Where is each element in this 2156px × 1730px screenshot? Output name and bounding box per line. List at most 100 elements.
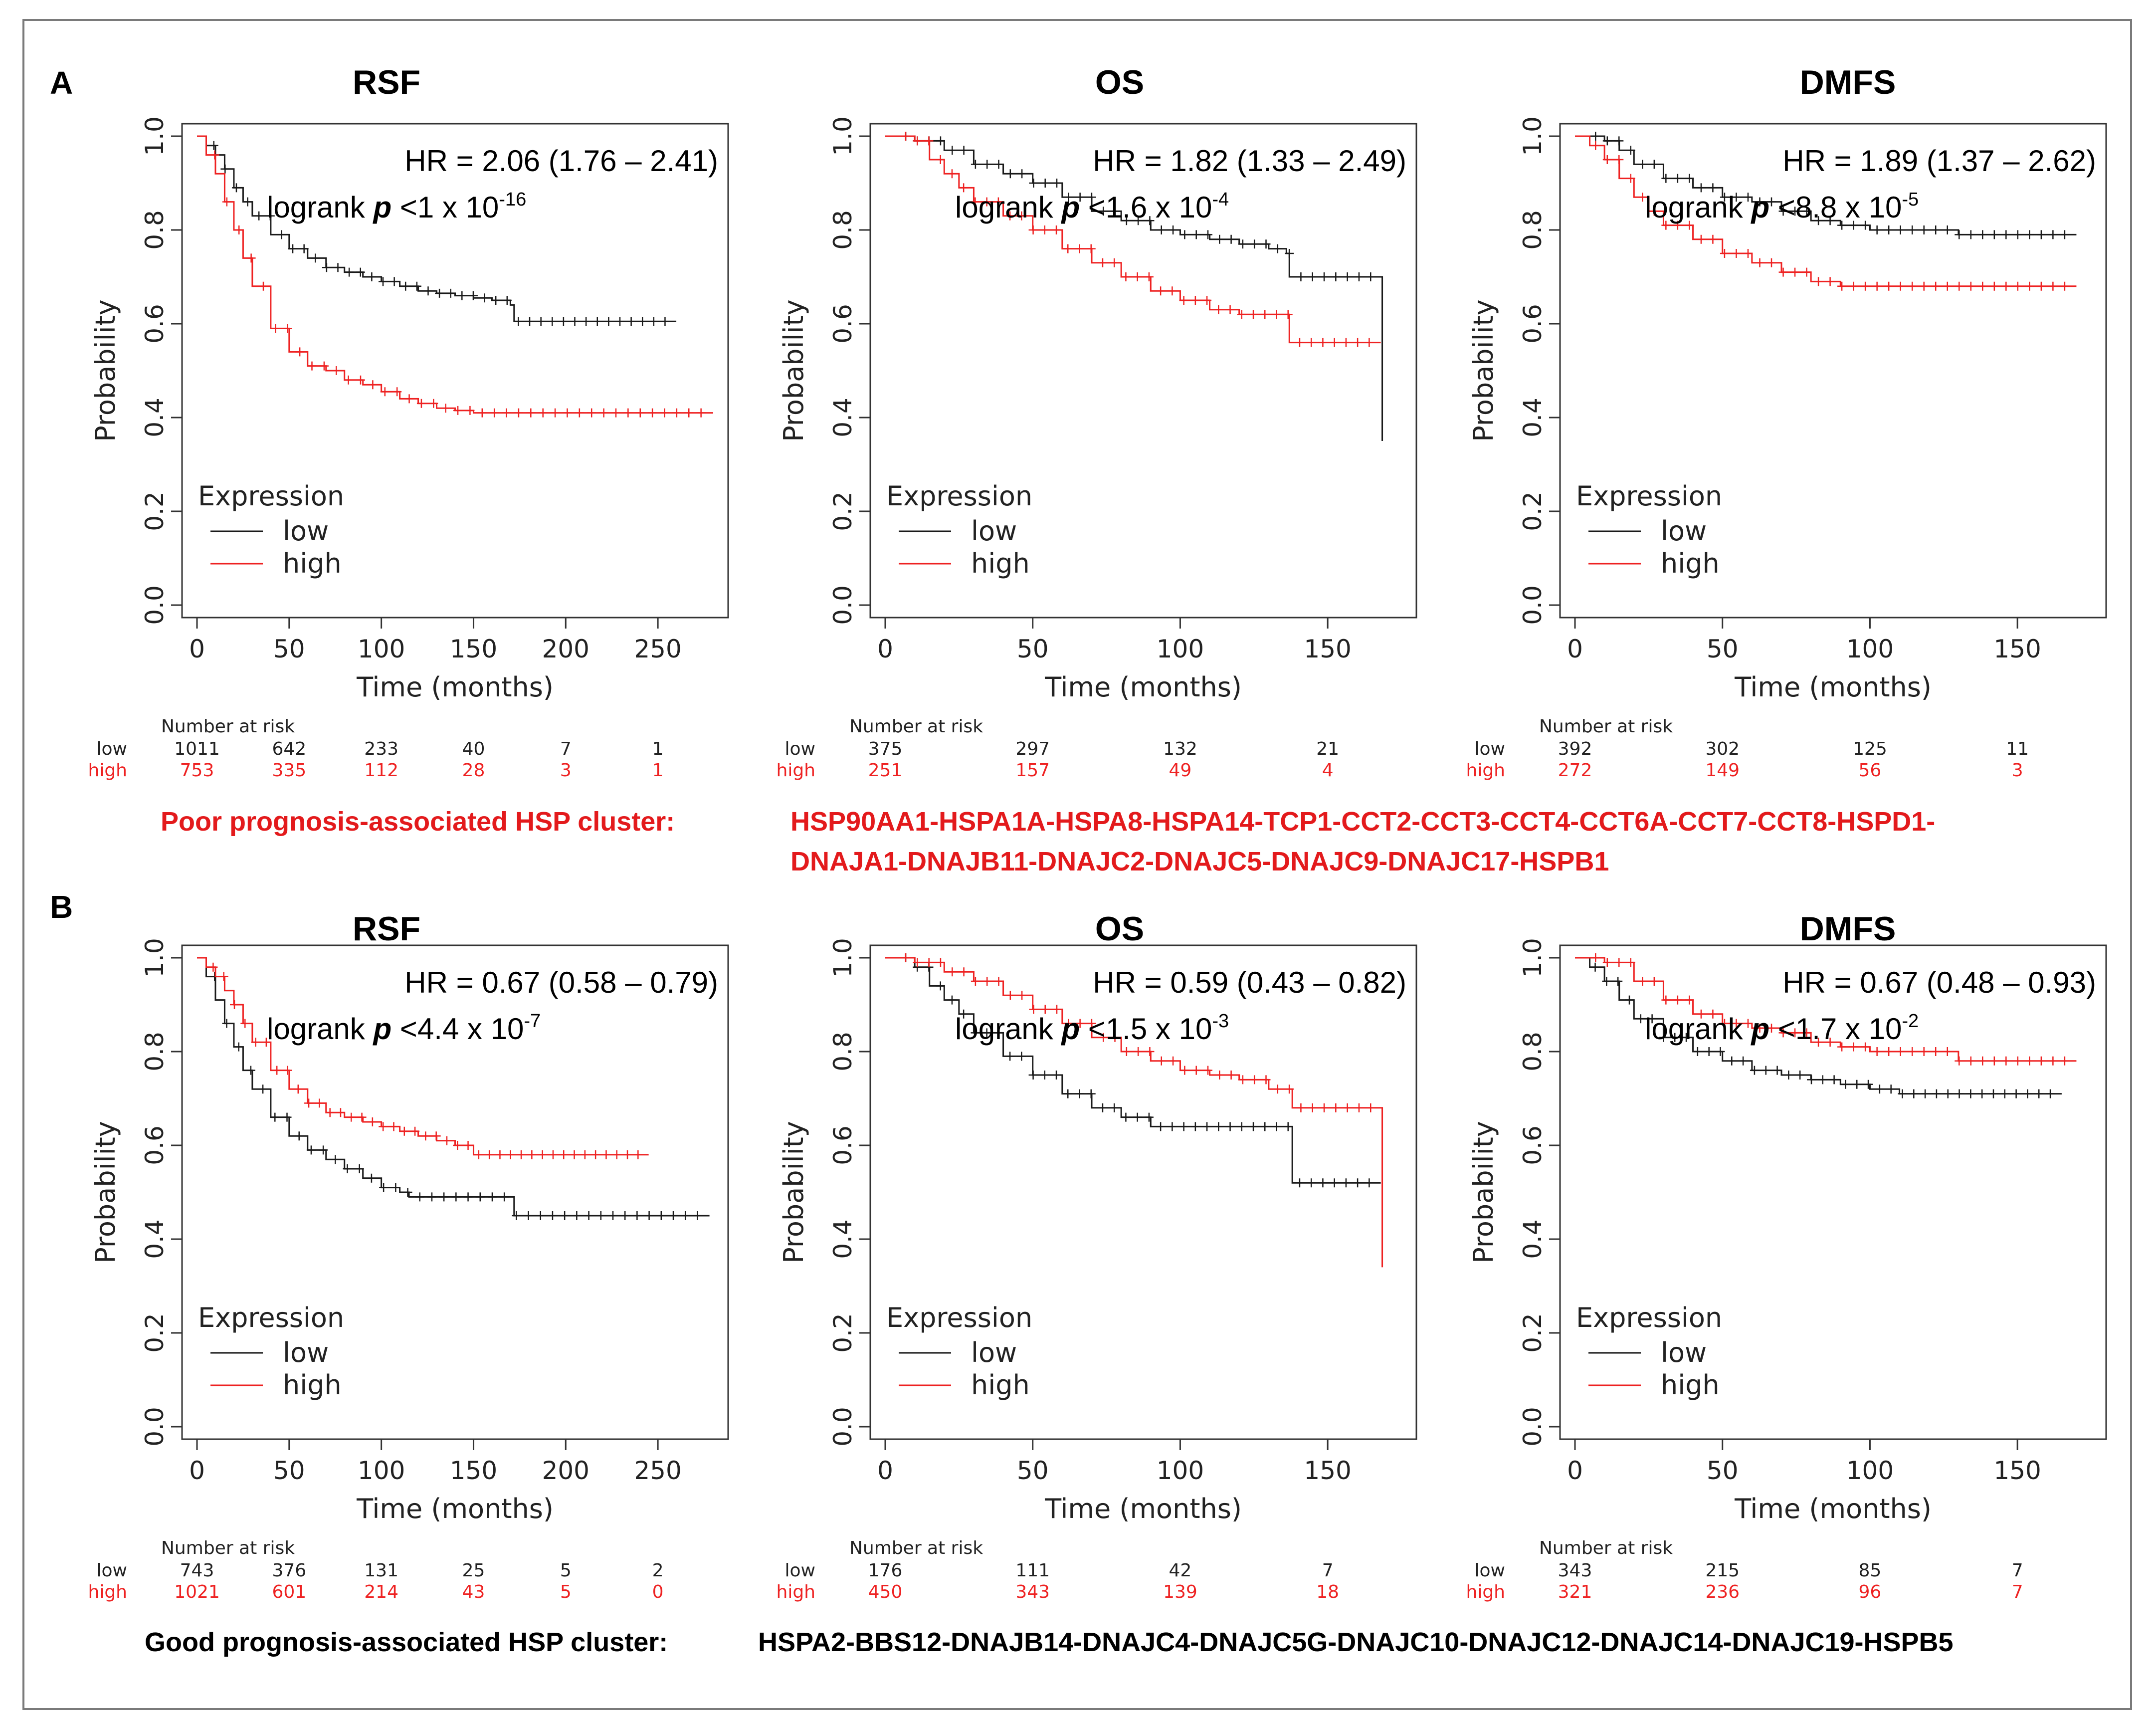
risk-value-high: 43 (462, 1582, 485, 1602)
plot-title: OS (1095, 910, 1144, 948)
censor-mark (1307, 338, 1316, 347)
risk-value-high: 18 (1316, 1582, 1339, 1602)
censor-mark (2036, 281, 2046, 291)
censor-mark (1931, 281, 1941, 291)
censor-mark (1191, 1066, 1201, 1075)
y-tick-label: 0.6 (140, 1125, 169, 1165)
censor-mark (982, 1028, 991, 1038)
censor-mark (1755, 1024, 1764, 1033)
censor-mark (1296, 272, 1306, 281)
censor-mark (1144, 272, 1154, 281)
censor-mark (427, 1192, 436, 1202)
censor-mark (1133, 272, 1142, 281)
censor-mark (222, 197, 231, 207)
censor-mark (336, 1108, 345, 1117)
censor-mark (913, 958, 922, 967)
censor-mark (333, 263, 343, 272)
censor-mark (559, 1150, 569, 1159)
censor-mark (959, 1009, 969, 1019)
censor-mark (611, 408, 620, 418)
censor-mark (1225, 305, 1235, 314)
censor-mark (1977, 1089, 1987, 1098)
censor-mark (429, 399, 438, 408)
censor-mark (1169, 1056, 1178, 1066)
censor-mark (1145, 216, 1155, 225)
censor-mark (536, 317, 546, 326)
censor-mark (1685, 220, 1694, 230)
risk-value-high: 7 (2012, 1582, 2023, 1602)
censor-mark (1190, 1122, 1200, 1131)
censor-mark (1790, 1028, 1800, 1038)
censor-mark (1919, 1047, 1929, 1056)
censor-mark (1145, 1047, 1155, 1056)
censor-mark (591, 1150, 600, 1159)
censor-mark (368, 380, 378, 390)
censor-mark (1693, 1047, 1702, 1056)
censor-mark (1215, 1071, 1224, 1080)
censor-mark (1028, 225, 1038, 234)
risk-value-low: 25 (462, 1560, 485, 1581)
censor-mark (1825, 216, 1835, 225)
logrank-p: logrank p <8.8 x 10-5 (1645, 189, 1919, 224)
risk-value-high: 343 (1015, 1582, 1050, 1602)
hazard-ratio: HR = 1.89 (1.37 – 2.62) (1782, 144, 2096, 178)
censor-mark (1063, 244, 1073, 253)
censor-mark (1716, 1047, 1725, 1056)
censor-mark (1872, 1047, 1882, 1056)
censor-mark (439, 1192, 449, 1202)
censor-mark (1591, 141, 1600, 150)
censor-mark (356, 267, 365, 277)
censor-mark (380, 387, 390, 397)
censor-mark (423, 286, 433, 296)
censor-mark (1064, 1019, 1073, 1028)
y-tick-label: 0.0 (140, 1407, 169, 1447)
x-tick-label: 150 (1304, 635, 1351, 663)
censor-mark (1708, 183, 1718, 193)
censor-mark (1602, 136, 1612, 146)
censor-mark (1659, 1033, 1668, 1042)
risk-value-high: 272 (1558, 760, 1592, 781)
x-tick-label: 50 (1017, 1456, 1049, 1485)
censor-mark (1261, 239, 1271, 249)
censor-mark (1732, 1019, 1741, 1028)
censor-mark (1932, 1089, 1941, 1098)
risk-row-label-low: low (1475, 739, 1505, 759)
censor-mark (1307, 1178, 1316, 1188)
plot-box (181, 123, 729, 619)
censor-mark (1110, 1033, 1120, 1042)
risk-value-low: 743 (180, 1560, 214, 1581)
censor-mark (1898, 1089, 1907, 1098)
censor-mark (1886, 1084, 1896, 1094)
censor-mark (491, 296, 501, 305)
censor-mark (502, 408, 511, 418)
censor-mark (1191, 230, 1201, 239)
censor-mark (551, 408, 560, 418)
censor-mark (261, 1038, 271, 1047)
censor-mark (1283, 1122, 1293, 1131)
censor-mark (924, 958, 934, 967)
x-tick-label: 200 (542, 1456, 589, 1485)
censor-marks-high (1591, 953, 2069, 1066)
censor-mark (272, 1066, 282, 1075)
logrank-p: logrank p <4.4 x 10-7 (267, 1011, 541, 1046)
y-tick-label: 0.4 (828, 1219, 857, 1259)
y-tick-label: 0.2 (828, 491, 857, 531)
x-tick-label: 0 (189, 635, 205, 663)
censor-mark (1626, 146, 1635, 155)
censor-mark (319, 361, 329, 371)
censor-mark (306, 1145, 316, 1155)
censor-mark (1040, 1071, 1049, 1080)
censor-mark (1614, 136, 1624, 146)
censor-mark (599, 408, 608, 418)
censor-mark (500, 1192, 509, 1202)
censor-mark (1670, 1033, 1680, 1042)
risk-value-high: 1 (652, 760, 664, 781)
censor-mark (1341, 338, 1351, 347)
censor-mark (2025, 230, 2034, 239)
panel-letter-b: B (50, 889, 73, 925)
risk-value-low: 392 (1558, 739, 1592, 759)
cluster-label: Poor prognosis-associated HSP cluster: (161, 807, 675, 837)
censor-mark (442, 1136, 451, 1145)
risk-value-low: 233 (364, 739, 398, 759)
censor-mark (1743, 1019, 1753, 1028)
